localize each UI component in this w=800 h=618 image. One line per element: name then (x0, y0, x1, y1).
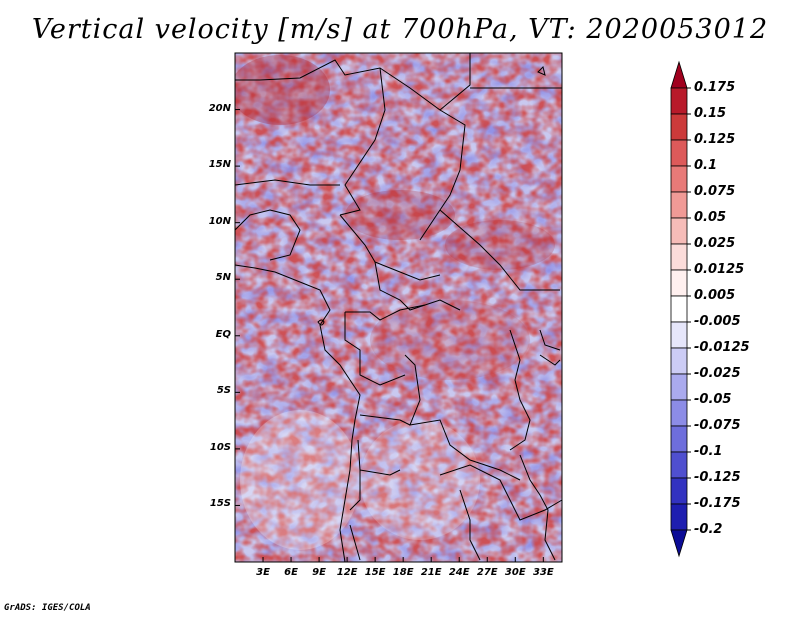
colorbar-label: 0.075 (694, 184, 736, 199)
colorbar-swatch (670, 87, 688, 115)
colorbar-label: 0.125 (694, 132, 736, 147)
lat-tick-label: 20N (208, 102, 231, 114)
colorbar-label: -0.1 (694, 444, 723, 459)
colorbar-label: -0.025 (694, 366, 741, 381)
colorbar-swatch (670, 425, 688, 453)
colorbar-swatch (670, 269, 688, 297)
lon-tick-label: 27E (476, 567, 498, 578)
lat-tick-label: 10N (208, 215, 231, 227)
colorbar-label: 0.05 (694, 210, 727, 225)
latitude-ticks (235, 109, 240, 506)
colorbar-label: 0.0125 (694, 262, 745, 277)
colorbar-label: 0.025 (694, 236, 736, 251)
lon-tick-label: 3E (256, 567, 270, 578)
colorbar-swatch (670, 529, 688, 558)
colorbar-label: -0.175 (694, 496, 741, 511)
lon-tick-label: 21E (420, 567, 442, 578)
colorbar-swatch (670, 243, 688, 271)
colorbar (670, 60, 691, 558)
lat-tick-label: 15S (209, 498, 231, 510)
coastline (234, 264, 361, 563)
colorbar-label: -0.005 (694, 314, 741, 329)
chart-title: Vertical velocity [m/s] at 700hPa, VT: 2… (31, 14, 769, 45)
colorbar-swatch (670, 399, 688, 427)
colorbar-label: -0.05 (694, 392, 732, 407)
colorbar-swatch (670, 165, 688, 193)
lon-tick-label: 33E (532, 567, 554, 578)
colorbar-swatch (670, 451, 688, 479)
colorbar-label: 0.175 (694, 80, 736, 95)
country-boundaries (234, 53, 563, 561)
colorbar-label: 0.15 (694, 106, 727, 121)
colorbar-swatch (670, 347, 688, 375)
colorbar-swatch (670, 139, 688, 167)
colorbar-swatch (670, 373, 688, 401)
lon-tick-label: 6E (284, 567, 298, 578)
vertical-velocity-field (235, 53, 562, 562)
lon-tick-label: 30E (504, 567, 526, 578)
lat-tick-label: 10S (209, 441, 231, 453)
colorbar-label: -0.075 (694, 418, 741, 433)
lat-tick-label: EQ (215, 328, 231, 340)
colorbar-label: -0.0125 (694, 340, 750, 355)
colorbar-swatch (670, 321, 688, 349)
lon-tick-label: 24E (448, 567, 470, 578)
colorbar-label: -0.125 (694, 470, 741, 485)
colorbar-swatch (670, 477, 688, 505)
grads-credit: GrADS: IGES/COLA (4, 603, 91, 613)
lon-tick-label: 18E (392, 567, 414, 578)
colorbar-swatch (670, 191, 688, 219)
lon-tick-label: 12E (336, 567, 358, 578)
lat-tick-label: 15N (208, 159, 231, 171)
colorbar-swatch (670, 295, 688, 323)
lon-tick-label: 15E (364, 567, 386, 578)
lat-tick-label: 5N (215, 272, 231, 284)
lon-tick-label: 9E (312, 567, 326, 578)
lat-tick-label: 5S (216, 385, 231, 397)
colorbar-swatch (670, 217, 688, 245)
plot-frame (234, 52, 563, 563)
colorbar-label: 0.1 (694, 158, 718, 173)
colorbar-label: 0.005 (694, 288, 736, 303)
longitude-ticks (262, 557, 544, 562)
colorbar-swatch (670, 113, 688, 141)
colorbar-swatch (670, 503, 688, 531)
colorbar-label: -0.2 (694, 522, 723, 537)
colorbar-swatch (670, 60, 688, 89)
